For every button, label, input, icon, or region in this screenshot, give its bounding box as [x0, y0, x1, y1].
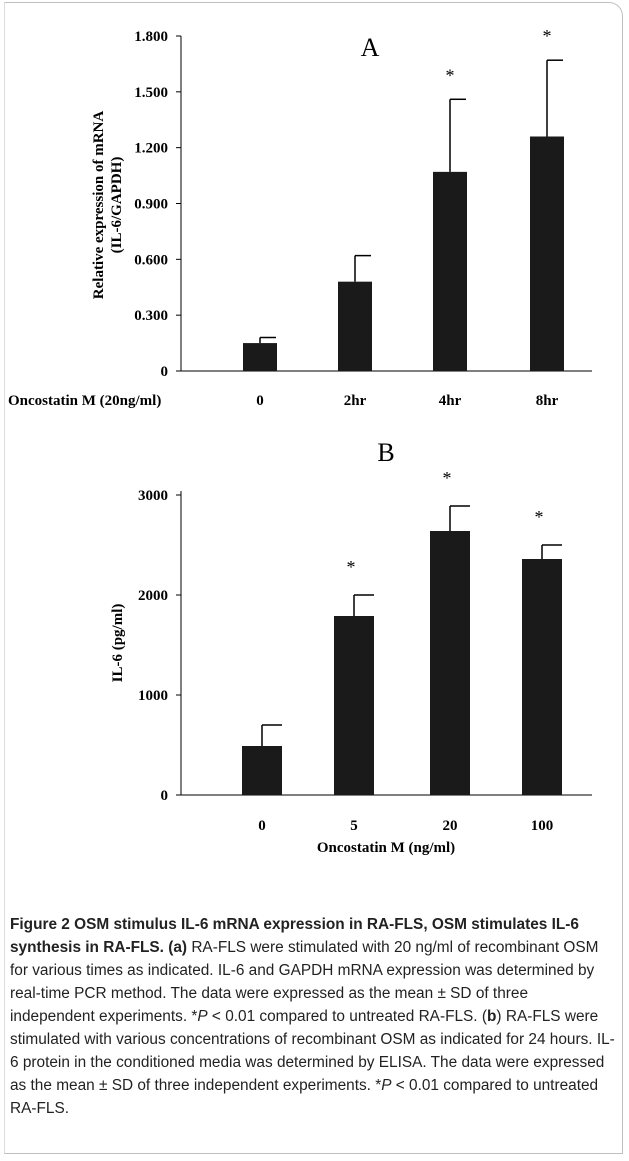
y-tick-label: 3000	[138, 488, 168, 504]
caption-a-text: RA-FLS were stimulated with 20 ng/ml of …	[10, 939, 599, 1025]
y-axis-label-a: Relative expression of mRNA (IL-6/GAPDH)	[91, 111, 125, 300]
caption-b-text: RA-FLS were stimulated with various conc…	[10, 1008, 615, 1094]
y-tick-label: 0	[161, 364, 169, 380]
caption-a-text-end: < 0.01 compared to untreated RA-FLS.	[207, 1008, 478, 1025]
y-tick-label: 0.300	[134, 308, 168, 324]
caption-a-label: (a)	[168, 939, 188, 956]
significance-star: *	[543, 26, 552, 46]
caption-b-text-end: < 0.01 compared to untreated RA-FLS.	[10, 1077, 599, 1117]
y-tick-label: 2000	[138, 588, 168, 604]
caption-b-p: P	[381, 1077, 392, 1094]
bar	[334, 616, 374, 795]
caption-b-label: b	[487, 1008, 497, 1025]
caption-b-close: )	[496, 1008, 502, 1025]
bar	[242, 746, 282, 795]
figure-frame	[4, 2, 623, 1154]
bar	[243, 343, 277, 371]
figure-chart-svg: A Relative expression of mRNA (IL-6/GAPD…	[8, 26, 592, 856]
bar	[338, 281, 372, 371]
y-tick-label: 0	[161, 788, 169, 804]
y-ticks-a: 0 0.300 0.600 0.900 1.200 1.500 1.800	[134, 29, 181, 380]
significance-star: *	[446, 65, 455, 85]
panel-label-b: B	[377, 438, 394, 467]
y-axis-label-b: IL-6 (pg/ml)	[110, 604, 126, 683]
x-tick-label: 0	[258, 818, 266, 834]
y-tick-label: 1.800	[134, 29, 168, 45]
y-axis-label-a-line2: (IL-6/GAPDH)	[109, 157, 125, 254]
y-tick-label: 1000	[138, 688, 168, 704]
bar	[522, 559, 562, 795]
x-tick-label: 5	[350, 818, 358, 834]
x-tick-label: 100	[531, 818, 554, 834]
significance-star: *	[443, 468, 452, 488]
panel-label-a: A	[361, 33, 380, 62]
y-tick-label: 0.600	[134, 252, 168, 268]
x-tick-label: 20	[443, 818, 458, 834]
x-tick-label: 4hr	[439, 393, 462, 409]
y-axis-label-a-line1: Relative expression of mRNA	[91, 111, 107, 300]
y-ticks-b: 0 1000 2000 3000	[138, 488, 181, 804]
significance-star: *	[347, 557, 356, 577]
x-axis-label-b: Oncostatin M (ng/ml)	[317, 840, 455, 856]
bars-a: 0 2hr 4hr * 8hr *	[243, 26, 564, 409]
caption-a-p: P	[197, 1008, 208, 1025]
caption-b-open: (	[481, 1008, 487, 1025]
bars-b: 0 5 * 20 * 100 *	[242, 468, 562, 834]
x-axis-label-a: Oncostatin M (20ng/ml)	[8, 393, 161, 409]
y-tick-label: 1.200	[134, 141, 168, 157]
caption-title: Figure 2 OSM stimulus IL-6 mRNA expressi…	[10, 916, 579, 956]
bar	[430, 531, 470, 795]
x-tick-label: 2hr	[344, 393, 367, 409]
y-tick-label: 0.900	[134, 197, 168, 213]
figure-caption: Figure 2 OSM stimulus IL-6 mRNA expressi…	[10, 913, 615, 1120]
y-tick-label: 1.500	[134, 85, 168, 101]
x-tick-label: 0	[256, 393, 264, 409]
chart-panel-a: A Relative expression of mRNA (IL-6/GAPD…	[8, 26, 592, 409]
bar	[530, 136, 564, 371]
x-tick-label: 8hr	[536, 393, 559, 409]
significance-star: *	[535, 507, 544, 527]
bar	[433, 171, 467, 371]
